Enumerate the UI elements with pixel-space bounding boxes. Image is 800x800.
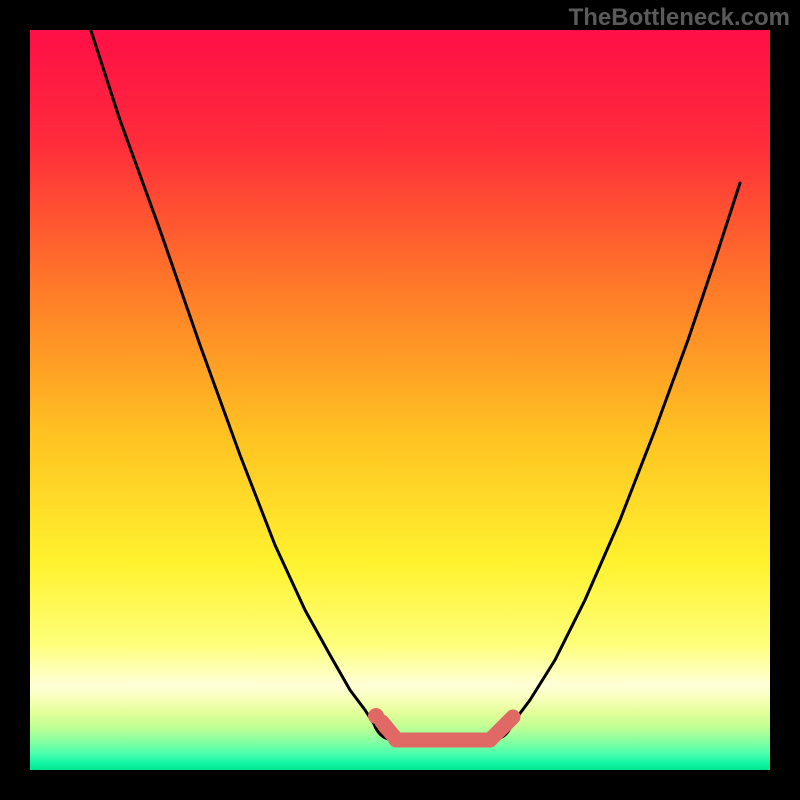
gradient-background (30, 30, 770, 770)
watermark-text: TheBottleneck.com (569, 4, 790, 32)
bottleneck-chart: TheBottleneck.com (0, 0, 800, 800)
